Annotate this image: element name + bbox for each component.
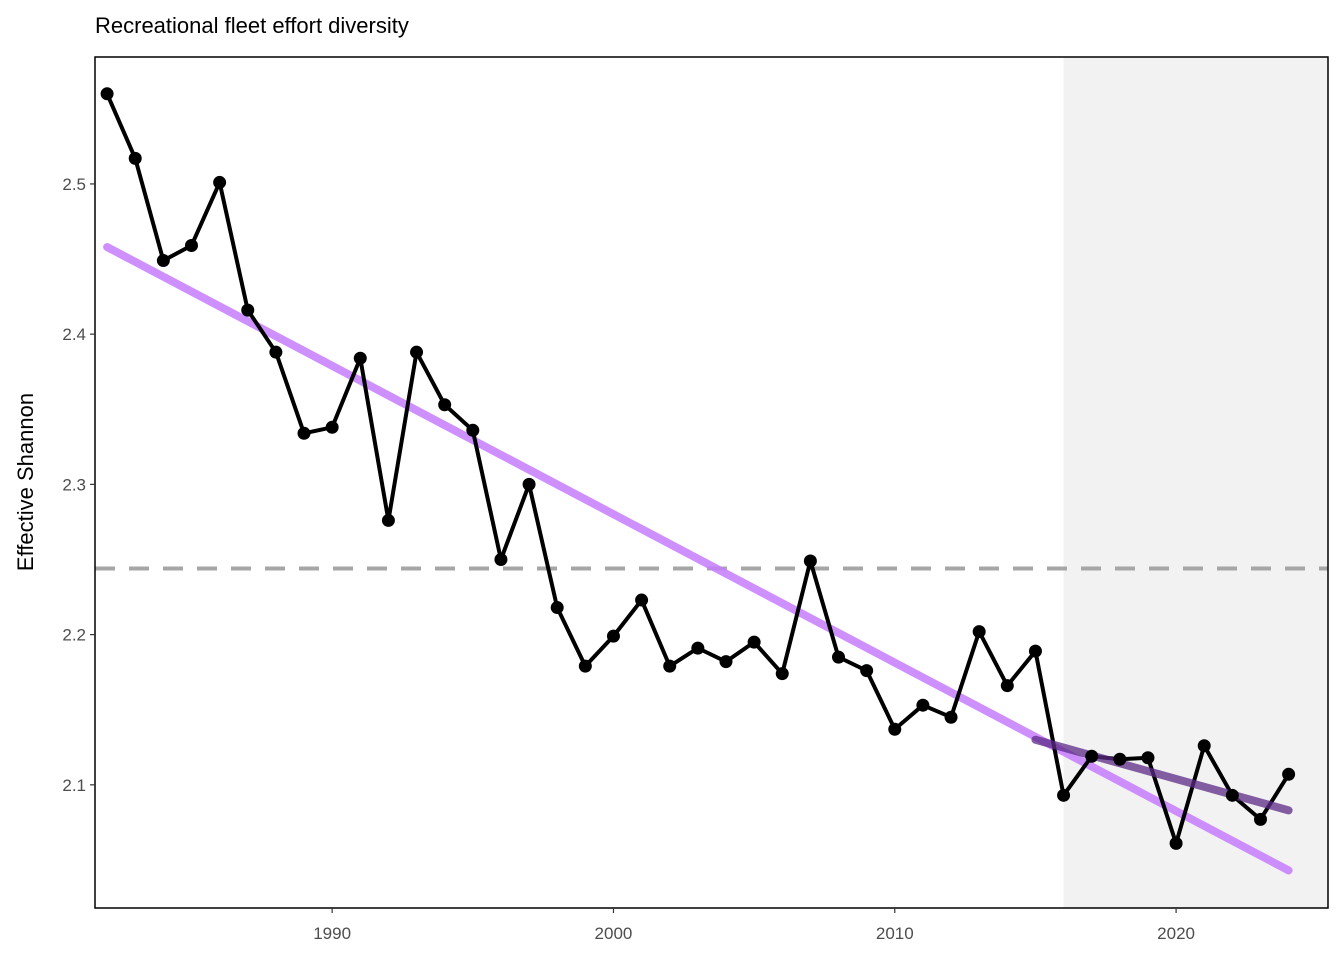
data-point: [1113, 752, 1127, 766]
data-point: [972, 625, 986, 639]
data-point: [860, 664, 874, 678]
y-tick-label: 2.2: [62, 626, 86, 645]
data-point: [1282, 767, 1296, 781]
data-point: [522, 477, 536, 491]
data-point: [1141, 751, 1155, 765]
data-point: [184, 239, 198, 253]
trend-line-recent: [1031, 735, 1293, 815]
data-point: [944, 710, 958, 724]
data-point: [1169, 836, 1183, 850]
data-point: [803, 554, 817, 568]
data-point: [156, 254, 170, 268]
data-point: [606, 629, 620, 643]
data-point: [241, 303, 255, 317]
y-tick-label: 2.3: [62, 475, 86, 494]
data-point: [550, 601, 564, 615]
data-point: [353, 351, 367, 365]
data-point: [578, 659, 592, 673]
y-tick-label: 2.4: [62, 325, 86, 344]
data-point: [494, 552, 508, 566]
trend-line-full: [103, 243, 1293, 875]
data-point: [747, 635, 761, 649]
data-point: [775, 667, 789, 681]
data-point: [691, 641, 705, 655]
data-point: [832, 650, 846, 664]
x-tick-label: 2010: [876, 924, 914, 943]
chart-title: Recreational fleet effort diversity: [95, 13, 409, 38]
shaded-region: [1063, 57, 1328, 908]
data-point: [325, 420, 339, 434]
data-point: [1028, 644, 1042, 658]
data-point: [916, 698, 930, 712]
data-point: [438, 398, 452, 412]
data-point: [213, 175, 227, 189]
y-axis-label: Effective Shannon: [13, 393, 38, 571]
data-point: [297, 426, 311, 440]
data-point: [410, 345, 424, 359]
data-point: [1085, 749, 1099, 763]
data-point: [1225, 788, 1239, 802]
data-point: [1197, 739, 1211, 753]
data-point: [635, 593, 649, 607]
data-point: [128, 151, 142, 165]
x-tick-label: 2020: [1157, 924, 1195, 943]
panel-border: [94, 56, 1329, 909]
data-point: [269, 345, 283, 359]
data-point: [663, 659, 677, 673]
data-point: [100, 87, 114, 101]
x-tick-label: 2000: [595, 924, 633, 943]
y-tick-label: 2.5: [62, 175, 86, 194]
data-point: [719, 655, 733, 669]
x-tick-label: 1990: [313, 924, 351, 943]
data-point: [1057, 788, 1071, 802]
data-point: [466, 423, 480, 437]
data-point: [888, 722, 902, 736]
y-tick-label: 2.1: [62, 776, 86, 795]
data-point: [1253, 812, 1267, 826]
data-point: [1000, 679, 1014, 693]
data-point: [381, 513, 395, 527]
